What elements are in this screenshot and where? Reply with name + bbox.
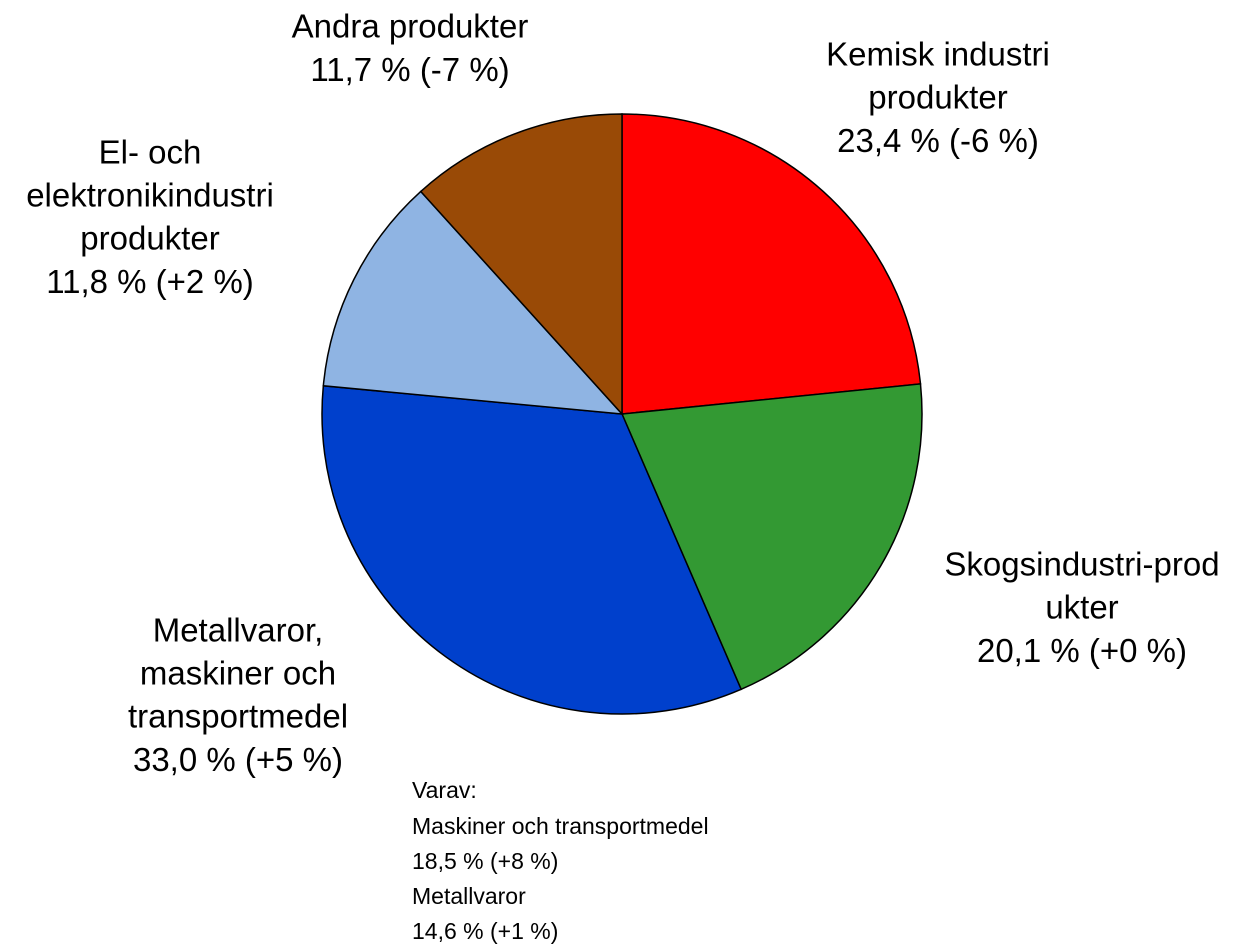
annotation: Metallvaror (412, 883, 526, 909)
pie-slice (620, 383, 923, 691)
annotation: Maskiner och transportmedel (412, 813, 709, 839)
pie-slice (419, 113, 623, 416)
annotation: 18,5 % (+8 %) (412, 848, 558, 874)
slice-label: produkter (868, 79, 1007, 116)
slice-label: Andra produkter (292, 8, 529, 45)
value-label: 11,8 % (46, 263, 146, 300)
annotation: Varav: (412, 777, 477, 803)
slice-label: maskiner och (140, 655, 336, 692)
slice-label: produkter (80, 220, 219, 257)
slice-value-label: 20,1 % (+0 %) (977, 632, 1187, 669)
change-label: (+0 %) (1089, 632, 1187, 669)
slice-label: El- och (99, 134, 202, 171)
change-label: (-7 %) (420, 51, 510, 88)
value-label: 23,4 % (837, 122, 940, 159)
slice-label: Skogsindustri-prod (944, 546, 1219, 583)
change-label: (+2 %) (156, 263, 254, 300)
slice-value-label: 11,7 % (-7 %) (310, 51, 509, 88)
slice-label: elektronikindustri (26, 177, 274, 214)
slice-label: ukter (1045, 589, 1118, 626)
pie-slice (322, 190, 624, 415)
slice-value-label: 11,8 % (+2 %) (46, 263, 254, 300)
annotation: 14,6 % (+1 %) (412, 918, 558, 944)
value-label: 33,0 % (133, 741, 236, 778)
slice-label: Kemisk industri (826, 36, 1050, 73)
slice-value-label: 23,4 % (-6 %) (837, 122, 1039, 159)
pie-slice (321, 384, 743, 715)
value-label: 20,1 % (977, 632, 1080, 669)
change-label: (+5 %) (245, 741, 343, 778)
slice-label: Metallvaror, (153, 612, 324, 649)
change-label: (-6 %) (949, 122, 1039, 159)
slice-value-label: 33,0 % (+5 %) (133, 741, 343, 778)
value-label: 11,7 % (310, 51, 410, 88)
slice-label: transportmedel (128, 698, 348, 735)
pie-slice (621, 113, 922, 415)
